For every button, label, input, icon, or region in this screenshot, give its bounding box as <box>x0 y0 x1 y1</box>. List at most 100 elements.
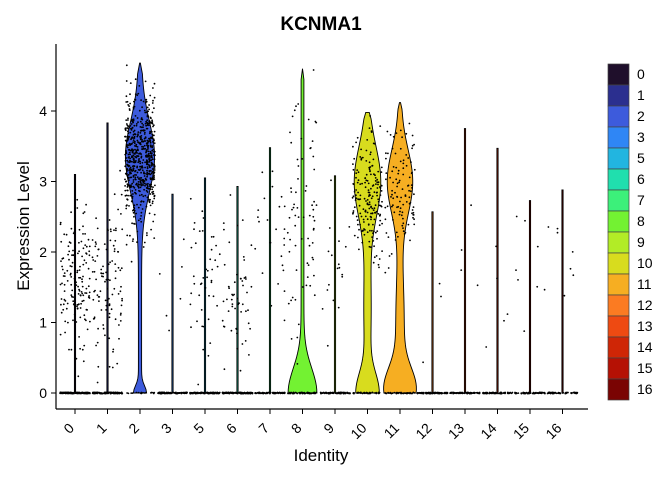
violin-14 <box>496 147 499 394</box>
cell-point <box>132 154 135 157</box>
cell-point <box>139 183 141 186</box>
cell-point <box>140 99 143 101</box>
cell-point <box>369 153 372 156</box>
cell-point <box>373 218 376 221</box>
cell-point <box>393 211 396 214</box>
cell-point <box>151 191 154 194</box>
cell-point <box>331 391 334 394</box>
cell-point <box>295 191 297 194</box>
cell-point <box>330 179 332 182</box>
cell-point <box>147 150 150 153</box>
cell-point <box>152 391 155 394</box>
cell-point <box>401 211 404 214</box>
cell-point <box>385 157 387 160</box>
cell-point <box>139 132 142 134</box>
cell-point <box>104 280 106 283</box>
cell-point <box>141 122 144 125</box>
cell-point <box>105 304 108 307</box>
cell-point <box>209 258 212 261</box>
cell-point <box>460 269 463 271</box>
cell-point <box>194 242 197 245</box>
cell-point <box>207 354 210 357</box>
cell-point <box>153 158 156 161</box>
points-cluster-6 <box>221 194 254 395</box>
cell-point <box>387 236 390 239</box>
cell-point <box>83 314 86 317</box>
cell-point <box>413 218 415 221</box>
cell-point <box>294 224 297 227</box>
cell-point <box>140 184 143 187</box>
cell-point <box>139 138 142 141</box>
cell-point <box>150 159 153 162</box>
cell-point <box>409 391 411 394</box>
cell-point <box>131 155 133 158</box>
cell-point <box>301 158 304 160</box>
cell-point <box>144 177 147 180</box>
cell-point <box>96 255 99 257</box>
cell-point <box>194 391 197 394</box>
cell-point <box>355 172 358 175</box>
cell-point <box>368 201 371 204</box>
points-cluster-1 <box>91 169 124 395</box>
cell-point <box>137 121 139 124</box>
cell-point <box>139 135 142 138</box>
cell-point <box>133 100 135 103</box>
cell-point <box>411 392 413 395</box>
cell-point <box>371 195 374 198</box>
cell-point <box>312 208 315 211</box>
cell-point <box>145 179 148 181</box>
cell-point <box>149 144 152 147</box>
cell-point <box>180 391 183 394</box>
legend-item-8: 8 <box>607 210 645 233</box>
cell-point <box>236 332 238 335</box>
cell-point <box>146 167 149 170</box>
cell-point <box>375 183 377 186</box>
cell-point <box>82 299 85 302</box>
cell-point <box>134 189 137 191</box>
legend-label: 13 <box>637 318 653 334</box>
cell-point <box>239 277 242 280</box>
cell-point <box>369 115 371 117</box>
cell-point <box>140 200 143 203</box>
cell-point <box>225 391 228 394</box>
cell-point <box>140 118 143 120</box>
cell-point <box>141 161 144 164</box>
cell-point <box>301 286 304 288</box>
cell-point <box>153 165 156 168</box>
cell-point <box>411 212 413 215</box>
cell-point <box>92 318 95 320</box>
cell-point <box>388 255 391 257</box>
cell-point <box>413 143 415 146</box>
cell-point <box>85 262 88 264</box>
cell-point <box>118 324 120 326</box>
cell-point <box>133 206 135 209</box>
cell-point <box>137 141 139 144</box>
cell-point <box>359 194 362 197</box>
cell-point <box>124 129 127 132</box>
cell-point <box>146 185 149 188</box>
cell-point <box>417 392 419 394</box>
cell-point <box>61 257 64 260</box>
cell-point <box>85 287 88 290</box>
cell-point <box>127 132 130 135</box>
cell-point <box>373 230 375 233</box>
cell-point <box>413 168 416 171</box>
cell-point <box>120 312 122 315</box>
cell-point <box>369 151 372 154</box>
cell-point <box>119 290 122 293</box>
legend-label: 0 <box>637 66 645 82</box>
cell-point <box>81 292 84 295</box>
cell-point <box>107 263 110 266</box>
cell-point <box>96 341 99 344</box>
cell-point <box>387 152 389 155</box>
cell-point <box>76 271 79 274</box>
cell-point <box>356 219 359 222</box>
cell-point <box>295 269 298 271</box>
cell-point <box>133 142 136 145</box>
violin-12 <box>431 211 434 394</box>
cell-point <box>137 178 140 180</box>
cell-point <box>132 169 135 172</box>
cell-point <box>216 304 219 307</box>
cell-point <box>229 391 232 394</box>
cell-point <box>550 391 553 394</box>
